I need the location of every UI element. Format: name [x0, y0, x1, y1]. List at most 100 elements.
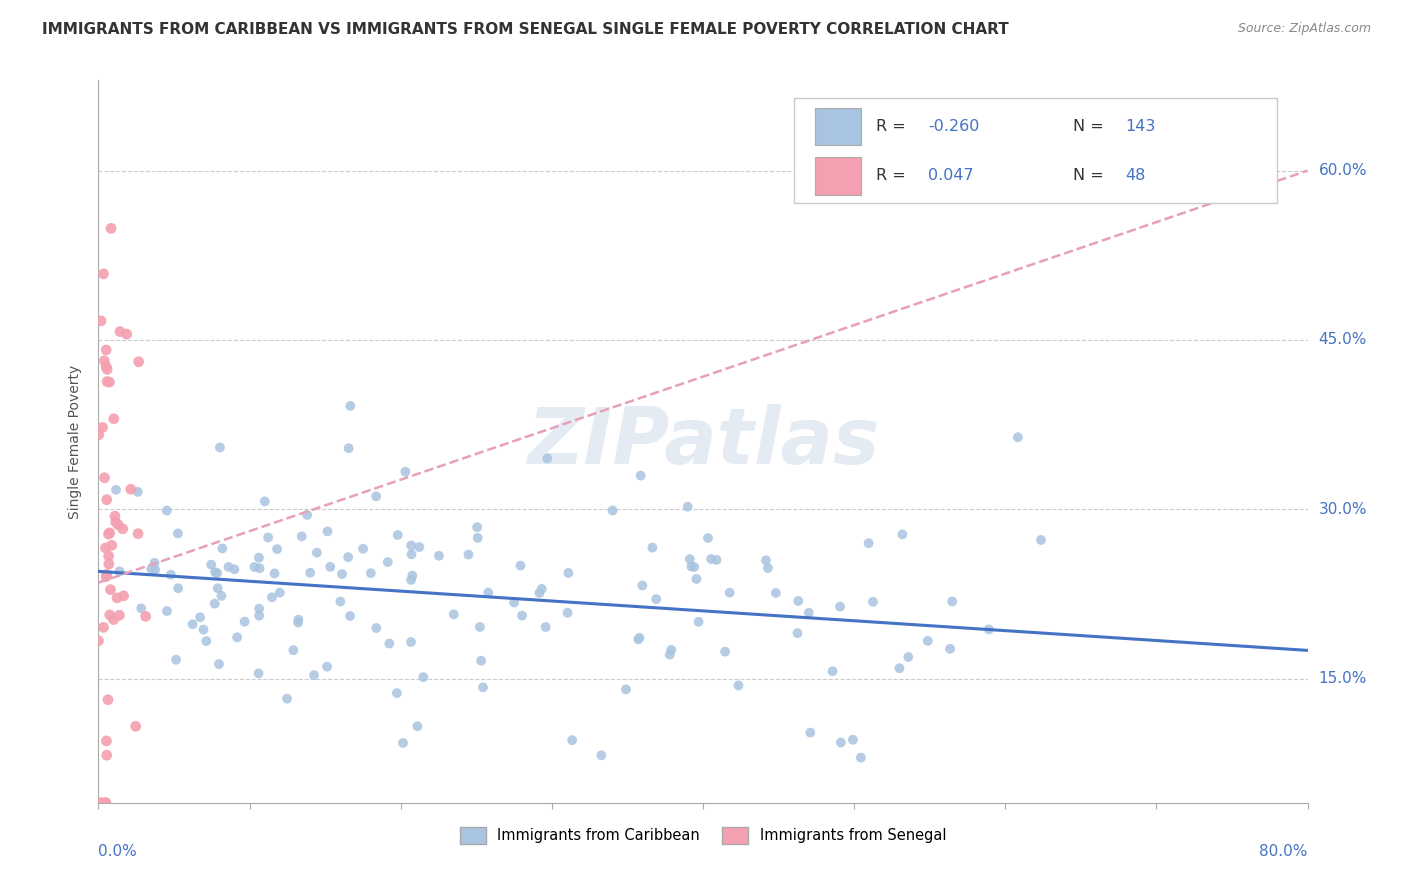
Point — [337, 441, 360, 455]
Point — [193, 623, 215, 637]
Text: ZIPatlas: ZIPatlas — [527, 403, 879, 480]
Point — [167, 526, 190, 541]
Point — [107, 517, 129, 532]
Bar — [815, 108, 862, 145]
Point — [503, 595, 526, 609]
Point — [862, 595, 884, 609]
Point — [283, 643, 305, 657]
Point — [96, 362, 118, 376]
Point — [756, 561, 779, 575]
Legend: Immigrants from Caribbean, Immigrants from Senegal: Immigrants from Caribbean, Immigrants fr… — [454, 822, 952, 850]
Point — [93, 354, 115, 368]
Point — [645, 592, 668, 607]
Point — [200, 558, 222, 572]
Point — [93, 267, 115, 281]
Point — [87, 633, 110, 648]
Point — [828, 599, 851, 614]
Point — [87, 427, 110, 442]
Point — [257, 531, 280, 545]
Point — [509, 558, 531, 573]
Point — [91, 420, 114, 434]
Point — [366, 489, 388, 503]
Point — [96, 569, 118, 583]
Point — [208, 657, 231, 671]
Point — [247, 666, 270, 681]
Point — [917, 633, 939, 648]
Point — [477, 585, 499, 599]
Point — [211, 589, 233, 603]
Point — [127, 526, 149, 541]
Text: 0.047: 0.047 — [928, 169, 973, 184]
Point — [891, 527, 914, 541]
Text: IMMIGRANTS FROM CARIBBEAN VS IMMIGRANTS FROM SENEGAL SINGLE FEMALE POVERTY CORRE: IMMIGRANTS FROM CARIBBEAN VS IMMIGRANTS … — [42, 22, 1010, 37]
Point — [706, 553, 728, 567]
Point — [467, 531, 489, 545]
Point — [799, 725, 821, 739]
Point — [94, 796, 117, 810]
Point — [352, 541, 374, 556]
Point — [249, 561, 271, 575]
Point — [378, 636, 401, 650]
Point — [591, 748, 613, 763]
Text: N =: N = — [1073, 120, 1109, 134]
Point — [1029, 533, 1052, 547]
Point — [939, 641, 962, 656]
Point — [104, 509, 127, 524]
Point — [253, 494, 276, 508]
Point — [401, 568, 423, 582]
Point — [112, 589, 135, 603]
Point — [530, 582, 553, 596]
Point — [387, 528, 409, 542]
Point — [247, 601, 270, 615]
Point — [830, 735, 852, 749]
Text: 143: 143 — [1125, 120, 1156, 134]
Point — [97, 549, 120, 563]
Point — [100, 538, 122, 552]
Point — [602, 503, 624, 517]
Point — [96, 492, 118, 507]
Point — [93, 620, 115, 634]
Point — [941, 594, 963, 608]
Point — [688, 615, 710, 629]
Point — [443, 607, 465, 622]
Text: -0.260: -0.260 — [928, 120, 979, 134]
Point — [299, 566, 322, 580]
Point — [97, 527, 120, 541]
Text: N =: N = — [1073, 169, 1109, 184]
Point — [470, 654, 492, 668]
Point — [247, 550, 270, 565]
Point — [98, 525, 121, 540]
Point — [143, 563, 166, 577]
Text: Source: ZipAtlas.com: Source: ZipAtlas.com — [1237, 22, 1371, 36]
Point — [897, 650, 920, 665]
Text: R =: R = — [876, 169, 911, 184]
Point — [291, 529, 314, 543]
Point — [683, 560, 706, 574]
Point — [727, 678, 749, 692]
Point — [718, 585, 741, 599]
Point — [143, 556, 166, 570]
Point — [188, 610, 211, 624]
Point — [165, 653, 187, 667]
Point — [263, 566, 285, 581]
Point — [100, 582, 122, 597]
Point — [1007, 430, 1029, 444]
Point — [319, 559, 342, 574]
Point — [89, 796, 111, 810]
Point — [103, 613, 125, 627]
Point — [385, 686, 408, 700]
Point — [287, 613, 309, 627]
Point — [269, 585, 291, 599]
Point — [195, 634, 218, 648]
Point — [276, 691, 298, 706]
Point — [287, 615, 309, 630]
Point — [104, 515, 127, 529]
Point — [96, 734, 118, 748]
Text: 15.0%: 15.0% — [1319, 671, 1367, 686]
Point — [849, 750, 872, 764]
Point — [160, 567, 183, 582]
Point — [787, 594, 810, 608]
Text: 30.0%: 30.0% — [1319, 502, 1367, 516]
Point — [614, 682, 637, 697]
Point — [561, 733, 583, 747]
